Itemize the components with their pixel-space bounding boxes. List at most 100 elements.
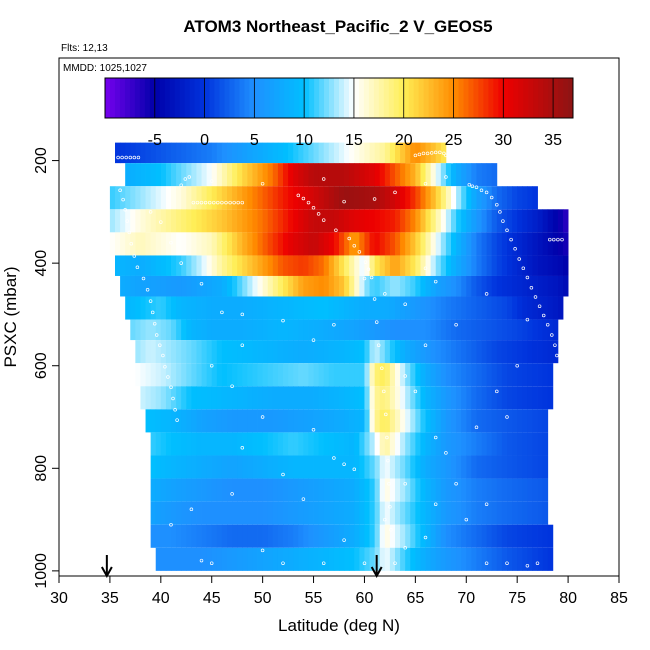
colorbar-cell — [508, 78, 514, 118]
heatmap-cell — [262, 319, 269, 341]
heatmap-cell — [288, 209, 294, 233]
heatmap-cell — [196, 432, 202, 456]
heatmap-cell — [221, 524, 228, 548]
heatmap-cell — [537, 547, 544, 571]
heatmap-cell — [384, 547, 391, 571]
heatmap-cell — [344, 209, 350, 233]
chart-title: ATOM3 Northeast_Pacific_2 V_GEOS5 — [183, 17, 492, 36]
heatmap-cell — [160, 275, 167, 297]
heatmap-cell — [237, 255, 243, 276]
heatmap-cell — [481, 524, 488, 548]
heatmap-cell — [349, 319, 355, 341]
heatmap-cell — [527, 186, 533, 210]
heatmap-cell — [176, 232, 182, 256]
heatmap-cell — [522, 524, 528, 548]
heatmap-cell — [115, 209, 121, 233]
heatmap-cell — [247, 186, 253, 210]
heatmap-cell — [328, 209, 335, 233]
heatmap-cell — [491, 524, 498, 548]
heatmap-cell — [425, 232, 432, 256]
heatmap-cell — [379, 547, 386, 571]
heatmap-cell — [196, 142, 202, 164]
heatmap-cell — [125, 255, 131, 276]
heatmap-cell — [283, 340, 289, 364]
heatmap-cell — [547, 319, 554, 341]
heatmap-cell — [308, 296, 314, 320]
heatmap-cell — [186, 501, 192, 525]
heatmap-cell — [288, 340, 294, 364]
heatmap-cell — [247, 209, 253, 233]
heatmap-cell — [242, 455, 248, 479]
heatmap-cell — [328, 255, 335, 276]
observation-marker — [332, 322, 336, 327]
observation-marker — [199, 200, 204, 205]
heatmap-cell — [267, 296, 274, 320]
heatmap-cell — [196, 455, 202, 479]
heatmap-cell — [349, 501, 355, 525]
observation-marker — [179, 183, 183, 187]
heatmap-cell — [389, 186, 396, 210]
heatmap-cell — [481, 432, 488, 456]
observation-marker — [161, 353, 165, 358]
heatmap-cell — [512, 386, 518, 410]
heatmap-cell — [476, 186, 482, 210]
heatmap-cell — [283, 275, 289, 297]
observation-marker — [199, 281, 204, 286]
heatmap-cell — [339, 186, 345, 210]
heatmap-cell — [430, 478, 437, 502]
heatmap-cell — [288, 547, 294, 571]
heatmap-cell — [303, 409, 309, 433]
heatmap-cell — [232, 524, 238, 548]
heatmap-cell — [445, 478, 452, 502]
heatmap-cell — [532, 547, 538, 571]
heatmap-cell — [206, 409, 213, 433]
heatmap-cell — [257, 455, 264, 479]
heatmap-cell — [308, 478, 314, 502]
heatmap-cell — [456, 319, 462, 341]
heatmap-cell — [221, 296, 228, 320]
colorbar-cell — [368, 78, 375, 118]
heatmap-cell — [145, 142, 152, 164]
heatmap-cell — [288, 432, 294, 456]
heatmap-cell — [288, 163, 294, 187]
heatmap-cell — [410, 524, 416, 548]
heatmap-cell — [277, 232, 284, 256]
heatmap-cell — [496, 296, 503, 320]
heatmap-cell — [400, 524, 406, 548]
heatmap-cell — [389, 455, 396, 479]
heatmap-cell — [232, 478, 238, 502]
heatmap-cell — [395, 478, 401, 502]
heatmap-cell — [507, 186, 513, 210]
heatmap-cell — [435, 455, 442, 479]
observation-marker — [393, 190, 397, 195]
heatmap-cell — [354, 142, 360, 164]
heatmap-cell — [430, 524, 437, 548]
heatmap-cell — [466, 409, 472, 433]
heatmap-cell — [165, 524, 172, 548]
observation-marker — [129, 241, 134, 246]
heatmap-cell — [374, 409, 381, 433]
colorbar-cell — [109, 78, 116, 118]
heatmap-cell — [232, 232, 238, 256]
heatmap-cell — [420, 296, 426, 320]
observation-marker — [175, 418, 179, 422]
heatmap-cell — [354, 409, 360, 433]
heatmap-cell — [165, 232, 172, 256]
heatmap-cell — [445, 363, 452, 387]
heatmap-cell — [186, 340, 192, 364]
observation-marker — [470, 184, 475, 188]
heatmap-cell — [298, 363, 304, 387]
heatmap-cell — [501, 547, 508, 571]
heatmap-band — [115, 255, 569, 276]
heatmap-cell — [293, 363, 299, 387]
x-tick-label: 60 — [356, 590, 374, 607]
heatmap-cell — [522, 409, 528, 433]
heatmap-cell — [354, 501, 360, 525]
heatmap-cell — [415, 232, 421, 256]
heatmap-cell — [491, 386, 498, 410]
heatmap-cell — [542, 275, 549, 297]
heatmap-cell — [410, 232, 416, 256]
heatmap-cell — [476, 363, 482, 387]
heatmap-cell — [257, 386, 264, 410]
colorbar-cell — [493, 78, 499, 118]
